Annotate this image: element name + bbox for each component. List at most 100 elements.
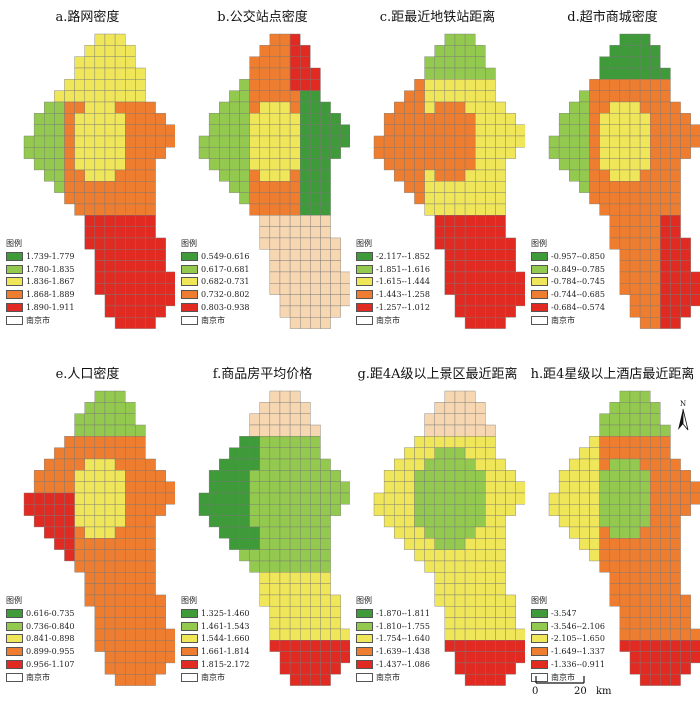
legend-item: -1.437--1.086	[356, 658, 430, 671]
district-cell	[383, 124, 395, 137]
district-cell	[135, 651, 146, 664]
district-cell	[558, 147, 570, 159]
district-cell	[619, 538, 631, 550]
district-cell	[279, 481, 291, 494]
legend-label: -3.547	[551, 608, 577, 618]
district-cell	[330, 260, 341, 273]
district-cell	[639, 283, 651, 295]
district-cell	[444, 549, 456, 562]
district-cell	[495, 249, 506, 261]
district-cell	[114, 113, 126, 125]
district-cell	[340, 481, 350, 494]
district-cell	[485, 538, 496, 550]
district-cell	[104, 45, 116, 57]
district-cell	[279, 237, 291, 250]
district-cell	[114, 67, 126, 80]
district-cell	[279, 305, 291, 318]
district-cell	[424, 56, 435, 69]
district-cell	[609, 572, 621, 584]
district-cell	[515, 135, 525, 148]
legend-item: 1.544-1.660	[181, 633, 250, 646]
district-cell	[259, 549, 271, 562]
district-cell	[515, 492, 525, 505]
district-cell	[104, 549, 116, 562]
district-cell	[259, 572, 271, 584]
district-cell	[44, 124, 55, 137]
district-cell	[474, 424, 486, 437]
district-cell	[44, 526, 55, 539]
district-cell	[394, 515, 405, 528]
legend-item: 0.682-0.731	[181, 276, 250, 289]
district-cell	[94, 237, 106, 250]
district-cell	[619, 147, 631, 159]
district-cell	[619, 594, 631, 607]
district-cell	[444, 390, 456, 403]
district-cell	[619, 283, 631, 295]
district-cell	[145, 181, 156, 193]
district-cell	[145, 124, 156, 137]
district-cell	[299, 674, 311, 686]
district-cell	[505, 283, 516, 295]
district-cell	[114, 526, 126, 539]
district-cell	[444, 67, 456, 80]
district-cell	[454, 67, 466, 80]
legend-swatch-outline	[181, 672, 198, 682]
district-cell	[609, 594, 621, 607]
district-cell	[135, 572, 146, 584]
district-cell	[84, 192, 96, 205]
district-cell	[579, 147, 590, 159]
legend-label: -1.649--1.337	[551, 647, 605, 657]
district-cell	[670, 572, 681, 584]
district-cell	[495, 617, 506, 630]
district-cell	[474, 538, 486, 550]
district-cell	[104, 458, 116, 471]
district-cell	[444, 45, 456, 57]
district-cell	[135, 458, 146, 471]
district-cell	[474, 515, 486, 528]
district-cell	[114, 101, 126, 114]
district-cell	[424, 181, 435, 193]
district-cell	[330, 113, 341, 125]
district-cell	[619, 33, 631, 46]
district-cell	[569, 158, 580, 171]
legend-label: 0.956-1.107	[26, 660, 75, 670]
district-cell	[114, 215, 126, 227]
district-cell	[464, 674, 476, 686]
district-cell	[629, 628, 641, 641]
district-cell	[649, 158, 661, 171]
district-cell	[670, 651, 681, 664]
district-cell	[124, 549, 136, 562]
district-cell	[84, 90, 96, 103]
legend-item: 0.956-1.107	[6, 658, 75, 671]
district-cell	[680, 113, 691, 125]
district-cell	[454, 628, 466, 641]
district-cell	[310, 79, 321, 91]
district-cell	[269, 147, 281, 159]
legend: 图例 0.616-0.735 0.736-0.840 0.841-0.898 0.899…	[6, 595, 75, 684]
district-cell	[94, 215, 106, 227]
district-cell	[208, 135, 220, 148]
district-cell	[84, 549, 96, 562]
district-cell	[454, 226, 466, 239]
district-cell	[320, 226, 331, 239]
district-cell	[330, 640, 341, 652]
district-cell	[289, 283, 301, 295]
district-cell	[495, 674, 506, 686]
district-cell	[660, 572, 671, 584]
district-cell	[289, 538, 301, 550]
district-cell	[310, 515, 321, 528]
district-cell	[114, 260, 126, 273]
district-cell	[310, 470, 321, 482]
district-cell	[629, 572, 641, 584]
district-cell	[639, 79, 651, 91]
district-cell	[670, 226, 681, 239]
district-cell	[279, 447, 291, 460]
district-cell	[464, 662, 476, 675]
district-cell	[589, 90, 600, 103]
district-cell	[330, 147, 341, 159]
district-cell	[74, 560, 85, 573]
district-cell	[558, 158, 570, 171]
district-cell	[454, 283, 466, 295]
district-cell	[320, 538, 331, 550]
district-cell	[44, 135, 55, 148]
